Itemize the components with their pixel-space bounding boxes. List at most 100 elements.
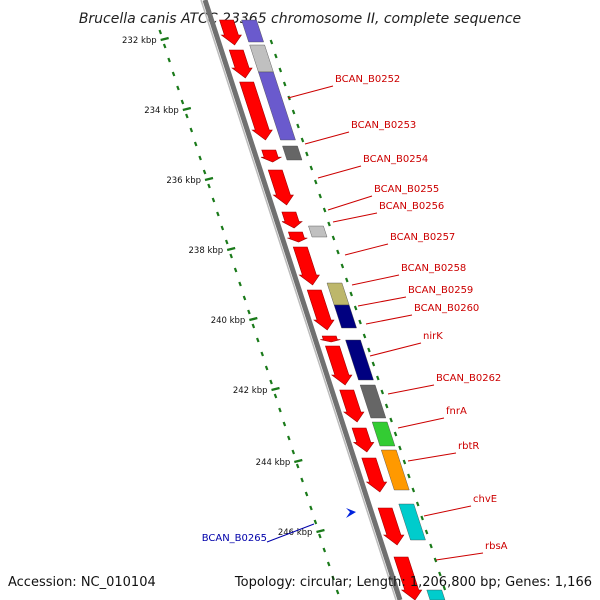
ruler-dot bbox=[326, 561, 331, 567]
label-leader-line bbox=[266, 523, 315, 543]
cog-box bbox=[282, 145, 303, 161]
ruler-dot bbox=[216, 211, 220, 217]
label-leader-line bbox=[357, 296, 407, 307]
label-leader-line bbox=[423, 505, 472, 517]
outer-ring-dot bbox=[313, 179, 318, 185]
outer-ring-dot bbox=[322, 207, 327, 213]
gene-arrow bbox=[260, 149, 283, 163]
gene-label[interactable]: BCAN_B0258 bbox=[401, 263, 466, 274]
outer-ring-dot bbox=[305, 151, 309, 157]
ruler-dot bbox=[291, 449, 296, 455]
tick-label: 238 kbp bbox=[189, 246, 224, 256]
cog-box bbox=[380, 449, 410, 491]
outer-ring-dot bbox=[398, 445, 402, 451]
ruler-dot bbox=[269, 379, 273, 385]
reverse-gene-arrow bbox=[346, 508, 356, 518]
ruler-dot bbox=[278, 407, 282, 413]
ruler-dot bbox=[287, 435, 291, 441]
ruler-dot bbox=[282, 421, 287, 427]
outer-ring-dot bbox=[269, 39, 274, 45]
gene-label[interactable]: BCAN_B0265 bbox=[202, 533, 267, 544]
outer-ring-dot bbox=[358, 319, 362, 325]
gene-label[interactable]: BCAN_B0254 bbox=[363, 154, 428, 165]
ruler-dot bbox=[207, 183, 211, 189]
ruler-dot bbox=[185, 113, 189, 119]
ruler-dot bbox=[242, 295, 247, 301]
tick-mark bbox=[249, 316, 258, 322]
outer-ring-dot bbox=[389, 417, 393, 423]
outer-ring-dot bbox=[278, 67, 283, 73]
ruler-dot bbox=[158, 29, 163, 35]
gene-label[interactable]: BCAN_B0259 bbox=[408, 285, 473, 296]
label-leader-line bbox=[332, 212, 378, 223]
ruler-dot bbox=[256, 337, 260, 343]
gene-label[interactable]: BCAN_B0253 bbox=[351, 120, 416, 131]
label-leader-line bbox=[369, 342, 422, 357]
ruler-dot bbox=[251, 323, 256, 329]
tick-label: 242 kbp bbox=[233, 386, 268, 396]
label-leader-line bbox=[304, 131, 350, 145]
outer-ring-dot bbox=[371, 361, 376, 367]
ruler-dot bbox=[335, 589, 340, 595]
ruler-dot bbox=[264, 365, 269, 371]
outer-ring-dot bbox=[345, 277, 349, 283]
gene-label[interactable]: nirK bbox=[423, 331, 443, 342]
ruler-dot bbox=[198, 155, 202, 161]
tick-mark bbox=[271, 386, 280, 392]
ruler-dot bbox=[224, 239, 229, 245]
ruler-dot bbox=[202, 169, 207, 175]
map-title: Brucella canis ATCC 23365 chromosome II,… bbox=[79, 11, 521, 27]
outer-ring-dot bbox=[411, 487, 416, 493]
ruler-dot bbox=[304, 491, 309, 497]
gene-label[interactable]: BCAN_B0257 bbox=[390, 232, 455, 243]
tick-label: 232 kbp bbox=[122, 36, 157, 46]
outer-ring-dot bbox=[429, 543, 433, 549]
ruler-dot bbox=[260, 351, 264, 357]
gene-label[interactable]: BCAN_B0255 bbox=[374, 184, 439, 195]
gene-label[interactable]: rbtR bbox=[458, 441, 479, 452]
outer-ring-dot bbox=[438, 571, 442, 577]
gene-label[interactable]: chvE bbox=[473, 494, 497, 505]
gene-label[interactable]: BCAN_B0262 bbox=[436, 373, 501, 384]
gene-arrow bbox=[325, 345, 353, 386]
gene-arrow bbox=[287, 231, 308, 243]
label-leader-line bbox=[387, 384, 435, 395]
accession-text: Accession: NC_010104 bbox=[8, 575, 156, 590]
gene-label[interactable]: BCAN_B0260 bbox=[414, 303, 479, 314]
ruler-dot bbox=[318, 533, 322, 539]
ruler-dot bbox=[193, 141, 198, 147]
gene-label[interactable]: rbsA bbox=[485, 541, 508, 552]
gene-arrow bbox=[361, 457, 388, 493]
gene-arrow bbox=[219, 19, 242, 46]
outer-ring-dot bbox=[336, 249, 340, 255]
ruler-dot bbox=[309, 505, 313, 511]
gene-arrow bbox=[393, 556, 423, 600]
label-leader-line bbox=[287, 85, 334, 99]
ruler-dot bbox=[238, 281, 242, 287]
outer-ring-dot bbox=[340, 263, 345, 269]
gene-label[interactable]: BCAN_B0252 bbox=[335, 74, 400, 85]
cog-box bbox=[241, 19, 264, 43]
outer-ring-dot bbox=[362, 333, 367, 339]
cog-box bbox=[333, 304, 357, 329]
ruler-dot bbox=[247, 309, 251, 315]
label-leader-line bbox=[407, 452, 457, 462]
ruler-dot bbox=[171, 71, 176, 77]
ruler-dot bbox=[273, 393, 278, 399]
tick-label: 244 kbp bbox=[256, 458, 291, 468]
outer-ring-dot bbox=[415, 501, 420, 507]
outer-ring-dot bbox=[376, 375, 380, 381]
label-leader-line bbox=[317, 165, 362, 179]
outer-ring-dot bbox=[327, 221, 331, 227]
gene-label[interactable]: fnrA bbox=[446, 406, 467, 417]
cog-box bbox=[371, 421, 396, 447]
label-leader-line bbox=[351, 274, 400, 286]
cog-box bbox=[258, 71, 296, 141]
ruler-dot bbox=[322, 547, 327, 553]
gene-arrow bbox=[267, 169, 294, 206]
ruler-dot bbox=[220, 225, 225, 231]
gene-labels: BCAN_B0252 BCAN_B0253 BCAN_B0254 BCAN_B0255… bbox=[202, 74, 508, 561]
gene-label[interactable]: BCAN_B0256 bbox=[379, 201, 444, 212]
outer-ring-dot bbox=[296, 123, 300, 129]
